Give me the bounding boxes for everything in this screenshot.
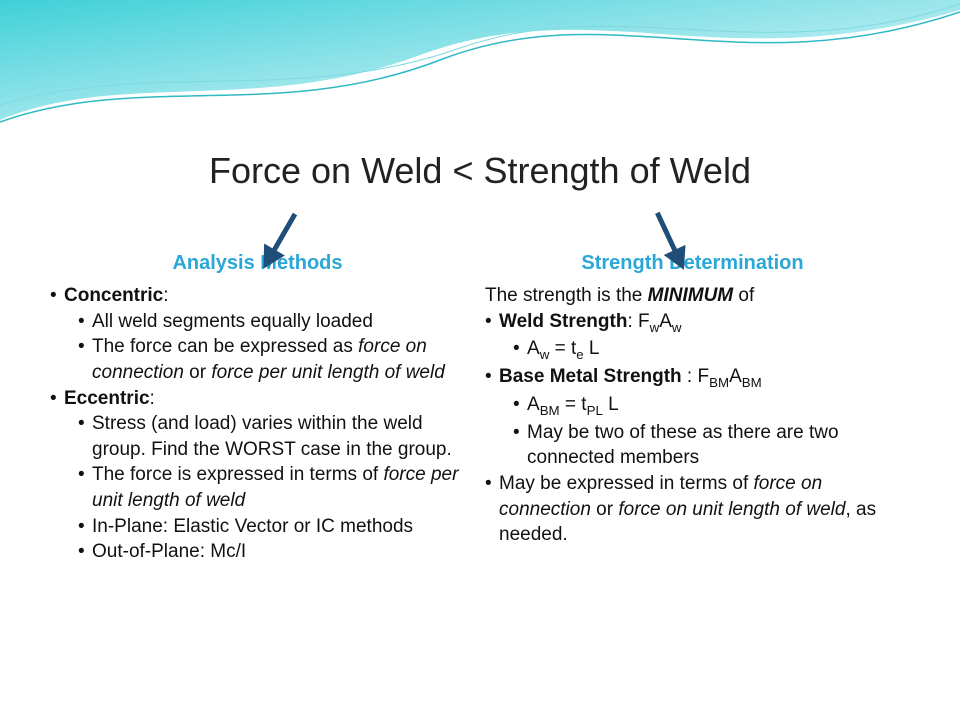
bullet-item: ABM = tPL L (513, 392, 900, 420)
bullet-item: Concentric: (50, 283, 465, 309)
bullet-item: May be expressed in terms of force on co… (485, 471, 900, 548)
bullet-item: Base Metal Strength : FBMABM (485, 364, 900, 392)
right-intro: The strength is the MINIMUM of (485, 283, 900, 309)
bullet-item: The force is expressed in terms of force… (78, 462, 465, 513)
left-body: Concentric:All weld segments equally loa… (50, 283, 465, 565)
left-column: Analysis Methods Concentric:All weld seg… (50, 252, 465, 565)
bullet-item: Aw = te L (513, 336, 900, 364)
bullet-item: In-Plane: Elastic Vector or IC methods (78, 514, 465, 540)
bullet-item: The force can be expressed as force on c… (78, 334, 465, 385)
bullet-item: May be two of these as there are two con… (513, 420, 900, 471)
bullet-item: Weld Strength: FwAw (485, 309, 900, 337)
bullet-item: Eccentric: (50, 386, 465, 412)
bullet-item: Out-of-Plane: Mc/I (78, 539, 465, 565)
bullet-item: All weld segments equally loaded (78, 309, 465, 335)
right-column: Strength Determination The strength is t… (485, 252, 900, 565)
bullet-item: Stress (and load) varies within the weld… (78, 411, 465, 462)
right-body: The strength is the MINIMUM of Weld Stre… (485, 283, 900, 548)
slide-title: Force on Weld < Strength of Weld (0, 150, 960, 192)
columns-wrap: Analysis Methods Concentric:All weld seg… (0, 252, 960, 565)
